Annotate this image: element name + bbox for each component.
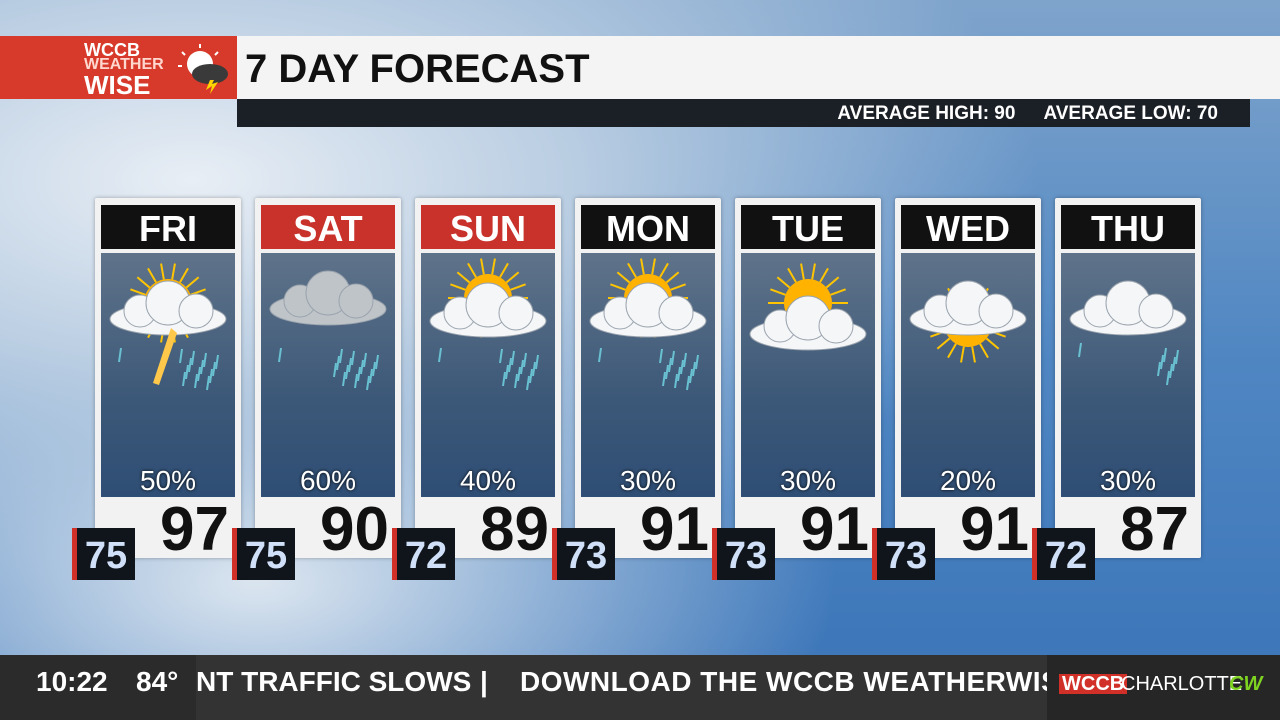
weather-icon — [269, 270, 387, 391]
averages-bar: AVERAGE HIGH: 90 AVERAGE LOW: 70 — [237, 99, 1250, 127]
weather-panel: 60% — [261, 253, 395, 497]
low-temp: 72 — [1032, 528, 1095, 580]
day-card: TUE 30% 91 — [735, 198, 881, 564]
low-temp: 75 — [72, 528, 135, 580]
average-high: AVERAGE HIGH: 90 — [837, 103, 1016, 124]
precip-chance: 20% — [939, 465, 997, 496]
day-name: SUN — [421, 205, 555, 249]
station-city: CHARLOTTE — [1121, 673, 1243, 695]
title: 7 DAY FORECAST — [237, 36, 1280, 99]
high-temp: 97 — [160, 495, 229, 564]
low-temp: 73 — [552, 528, 615, 580]
logo-icon — [178, 44, 228, 94]
weather-icon — [1069, 280, 1187, 386]
weather-panel: 30% — [1061, 253, 1195, 497]
day-name: SAT — [261, 205, 395, 249]
weather-icon — [109, 263, 227, 391]
ticker-headline: DOWNLOAD THE WCCB WEATHERWISE — [520, 666, 1047, 697]
ticker-temp: 84° — [136, 666, 179, 697]
day-card: SUN 40% 89 — [415, 198, 561, 564]
day-card: THU 30% 87 — [1055, 198, 1201, 564]
low-temp: 75 — [232, 528, 295, 580]
day-name: MON — [581, 205, 715, 249]
day-name: WED — [901, 205, 1035, 249]
station-logo: WCCB CHARLOTTE CW — [1047, 655, 1280, 720]
day-card: SAT 60% 90 — [255, 198, 401, 564]
weather-icon — [429, 258, 547, 391]
station-call: WCCB — [1059, 674, 1128, 694]
high-temp: 87 — [1120, 495, 1189, 564]
precip-chance: 30% — [619, 465, 677, 496]
ticker-time: 10:22 — [36, 666, 108, 697]
low-temp: 73 — [872, 528, 935, 580]
day-name: FRI — [101, 205, 235, 249]
weather-panel: 40% — [421, 253, 555, 497]
precip-chance: 50% — [139, 465, 197, 496]
low-temp: 73 — [712, 528, 775, 580]
high-temp: 91 — [960, 495, 1029, 564]
weather-panel: 30% — [741, 253, 875, 497]
low-temp: 72 — [392, 528, 455, 580]
precip-chance: 30% — [1099, 465, 1157, 496]
high-temp: 89 — [480, 495, 549, 564]
logo: WCCB WEATHER WISE — [0, 36, 237, 100]
high-temp: 91 — [800, 495, 869, 564]
precip-chance: 30% — [779, 465, 837, 496]
day-card: WED 20% 91 — [895, 198, 1041, 564]
day-name: THU — [1061, 205, 1195, 249]
weather-icon — [589, 258, 707, 391]
precip-chance: 40% — [459, 465, 517, 496]
ticker-crawl: NT TRAFFIC SLOWS | DOWNLOAD THE WCCB WEA… — [196, 655, 1047, 720]
day-card: MON 30% 91 — [575, 198, 721, 564]
day-name: TUE — [741, 205, 875, 249]
ticker-separator: | — [480, 666, 488, 697]
logo-text: WCCB — [84, 40, 140, 60]
day-card: FRI 50% 97 — [95, 198, 241, 564]
high-temp: 91 — [640, 495, 709, 564]
weather-icon — [909, 280, 1027, 363]
logo-text: WISE — [84, 70, 151, 100]
station-network: CW — [1229, 673, 1263, 695]
ticker-headline: NT TRAFFIC SLOWS — [196, 666, 472, 697]
average-low: AVERAGE LOW: 70 — [1043, 103, 1218, 124]
weather-panel: 20% — [901, 253, 1035, 497]
weather-icon — [749, 263, 867, 351]
weather-panel: 30% — [581, 253, 715, 497]
weather-panel: 50% — [101, 253, 235, 497]
high-temp: 90 — [320, 495, 389, 564]
precip-chance: 60% — [299, 465, 357, 496]
logo-text: WEATHER — [84, 56, 164, 73]
